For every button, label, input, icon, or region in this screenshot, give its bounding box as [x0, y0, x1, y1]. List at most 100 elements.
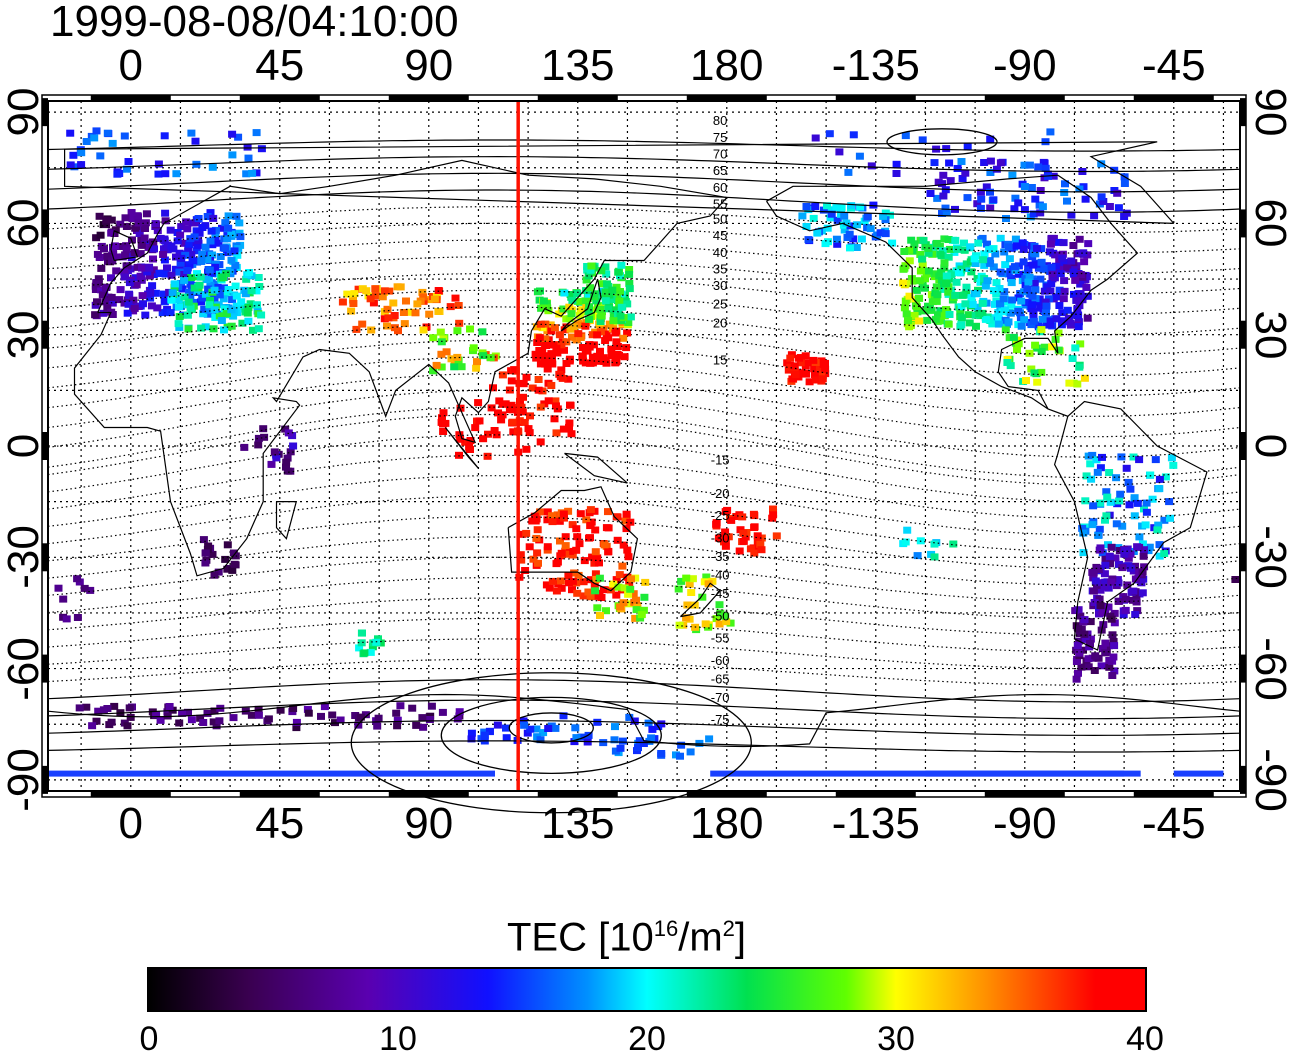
tec-cell: [385, 287, 394, 295]
magnetic-latitude-contour: [47, 658, 1241, 686]
tec-cell: [980, 261, 989, 269]
tec-cell: [1124, 554, 1133, 562]
tec-cell: [568, 551, 577, 559]
tec-cell: [1006, 309, 1015, 317]
coastline-path: [564, 452, 628, 484]
tec-cell: [466, 325, 474, 333]
frame-tick: [388, 791, 469, 797]
tec-cell: [1101, 639, 1110, 647]
tec-cell: [945, 159, 954, 167]
tec-cell: [1031, 250, 1040, 258]
tec-cell: [835, 148, 844, 156]
tec-cell: [590, 582, 599, 590]
tec-cell: [715, 620, 724, 628]
tec-cell: [163, 264, 171, 272]
frame-tick: [239, 791, 320, 797]
tec-cell: [996, 234, 1005, 242]
tec-cell: [209, 214, 218, 222]
tec-cell: [101, 298, 110, 306]
tec-cell: [408, 704, 417, 712]
tec-cell: [963, 143, 972, 151]
tec-cell: [526, 412, 534, 420]
tec-cell: [1061, 180, 1069, 188]
tec-cell: [553, 349, 562, 357]
tec-cell: [102, 216, 111, 224]
tec-cell: [197, 298, 205, 306]
tec-cell: [1052, 315, 1061, 323]
tec-cell: [282, 463, 290, 471]
right-latitude-label: -90: [1246, 748, 1292, 812]
tec-cell: [533, 549, 542, 557]
tec-cell: [543, 508, 552, 516]
tec-cell: [769, 505, 777, 513]
tec-cell: [131, 224, 140, 232]
tec-cell: [355, 644, 364, 652]
tec-cell: [124, 158, 133, 165]
contour-label: 35: [713, 262, 727, 277]
tec-cell: [205, 266, 214, 274]
bottom-longitude-label: 135: [541, 799, 615, 848]
tec-cell: [438, 414, 446, 422]
tec-cell: [832, 235, 841, 243]
tec-cell: [940, 259, 949, 267]
magnetic-latitude-contour: [47, 454, 1241, 519]
tec-cell: [1002, 215, 1010, 222]
tec-cell: [471, 424, 480, 432]
tec-cell: [648, 725, 657, 733]
south-pole-oval: [350, 672, 752, 814]
tec-cell: [1120, 180, 1129, 187]
tec-cell: [183, 267, 192, 274]
tec-cell: [1046, 128, 1055, 136]
tec-cell: [1095, 595, 1104, 603]
tec-cell: [1076, 271, 1085, 278]
tec-cell: [254, 441, 263, 449]
tec-cell: [936, 317, 945, 325]
tec-cell: [107, 216, 116, 224]
tec-cell: [91, 311, 100, 319]
tec-cell: [683, 601, 692, 609]
tec-cell: [432, 361, 441, 369]
tec-cell: [1011, 235, 1020, 243]
tec-cell: [564, 375, 573, 383]
tec-cell: [677, 577, 686, 585]
tec-cell: [174, 296, 183, 303]
frame-tick: [42, 543, 48, 572]
tec-cell: [159, 251, 168, 258]
tec-cell: [1073, 296, 1082, 304]
tec-cell: [1040, 159, 1049, 167]
tec-cell: [616, 312, 625, 320]
tec-cell: [99, 706, 108, 714]
tec-cell: [572, 525, 581, 533]
tec-cell: [899, 279, 908, 287]
tec-cell: [1115, 547, 1124, 554]
tec-cell: [255, 283, 264, 290]
tec-cell: [614, 583, 623, 591]
tec-cell: [223, 541, 232, 549]
tec-cell: [522, 529, 531, 537]
tec-cell: [721, 508, 730, 516]
tec-cell: [932, 283, 941, 291]
tec-cell: [625, 600, 634, 608]
tec-cell: [749, 510, 758, 518]
tec-cell: [486, 354, 495, 362]
tec-cell: [961, 300, 970, 308]
tec-cell: [138, 292, 147, 300]
bottom-longitude-label: 45: [255, 799, 305, 848]
tec-cell: [1133, 607, 1142, 615]
tec-cell: [560, 346, 568, 354]
tec-cell: [1139, 552, 1148, 560]
tec-polar-strip: [710, 770, 1125, 777]
tec-cell: [1108, 672, 1117, 679]
tec-cell: [581, 322, 590, 330]
tec-cell: [565, 355, 574, 363]
tec-cell: [617, 261, 626, 269]
tec-cell: [853, 221, 861, 229]
tec-cell: [125, 704, 134, 712]
tec-cell: [472, 364, 481, 372]
tec-cell: [989, 245, 998, 253]
tec-cell: [484, 430, 492, 438]
tec-cell: [849, 131, 858, 139]
tec-cell: [879, 212, 888, 220]
tec-cell: [201, 323, 210, 331]
